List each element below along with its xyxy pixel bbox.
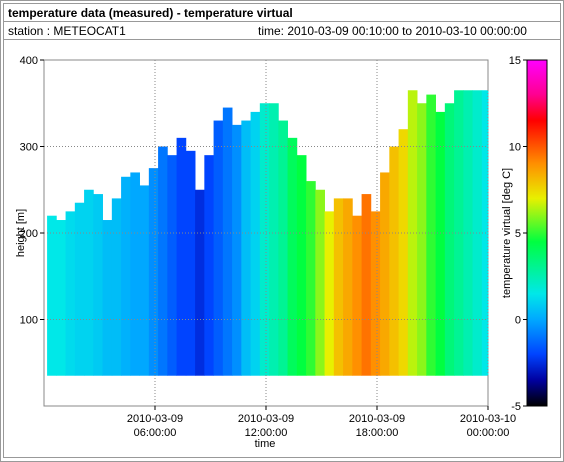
heat-cell [232,124,242,376]
heat-cell [389,146,399,376]
heat-cell [121,176,131,376]
heat-cell [343,198,353,376]
colorbar-tick-label: -5 [511,401,521,413]
station: station : METEOCAT1 [8,24,126,38]
heat-cell [139,185,150,376]
y-tick-label: 100 [20,315,38,327]
heat-cell [241,120,251,376]
colorbar [526,59,548,407]
heat-cell [213,120,224,376]
heat-cell [56,220,66,376]
y-tick-label: 300 [20,142,38,154]
heat-cell [463,90,473,376]
heat-cell [472,90,483,376]
heat-cell [269,103,279,376]
y-axis-label: height [m] [15,209,27,257]
heat-cell [352,215,362,376]
heat-cell [204,155,214,376]
heat-cell [47,215,57,376]
x-tick-label: 2010-03-09 [238,413,294,425]
heat-cell [333,198,344,376]
x-tick-label: 00:00:00 [467,427,510,439]
heat-cell [435,111,446,376]
heat-cell [102,220,113,376]
heat-cell [296,155,307,376]
x-tick-label: 06:00:00 [134,427,177,439]
colorbar-tick-label: 10 [509,142,521,154]
x-tick-label: 2010-03-10 [460,413,516,425]
heat-cell [306,181,316,376]
x-tick-label: 2010-03-09 [127,413,183,425]
heat-cell [380,172,390,376]
y-tick-label: 200 [20,228,38,240]
heat-cell [167,155,177,376]
x-tick-label: 18:00:00 [356,427,399,439]
y-tick-label: 400 [20,55,38,67]
heat-cell [111,198,122,376]
heat-cell [417,103,427,376]
heat-cell [361,194,372,376]
heat-cell [93,194,103,376]
heat-cell [444,103,455,376]
heat-cell [287,137,298,376]
heat-cell [250,111,261,376]
title: temperature data (measured) - temperatur… [8,6,293,20]
heat-cell [370,211,381,376]
colorbar-tick-label: 5 [515,228,521,240]
heat-cell [84,189,94,376]
x-tick-label: 12:00:00 [245,427,288,439]
heat-cell [222,107,233,376]
heat-cell [407,90,418,376]
heat-cell [426,94,436,376]
heat-cell [324,211,335,376]
heat-cell [158,146,168,376]
heat-cell [398,129,409,376]
time-range: time: 2010-03-09 00:10:00 to 2010-03-10 … [258,24,527,38]
x-tick-label: 2010-03-09 [349,413,405,425]
colorbar-tick-label: 0 [515,315,521,327]
heat-cell [195,189,205,376]
colorbar-label: temperature virtual [deg C] [501,168,513,298]
heat-cell [278,120,288,376]
heat-cell [148,168,159,376]
x-axis-label: time [255,438,276,450]
heat-cell [74,202,85,376]
heat-cell [259,103,270,376]
heat-cell [185,150,196,376]
heat-cell [65,211,76,376]
colorbar-tick-label: 15 [509,55,521,67]
heat-cell [176,137,187,376]
heat-cell [130,172,140,376]
heat-cell [315,189,325,376]
